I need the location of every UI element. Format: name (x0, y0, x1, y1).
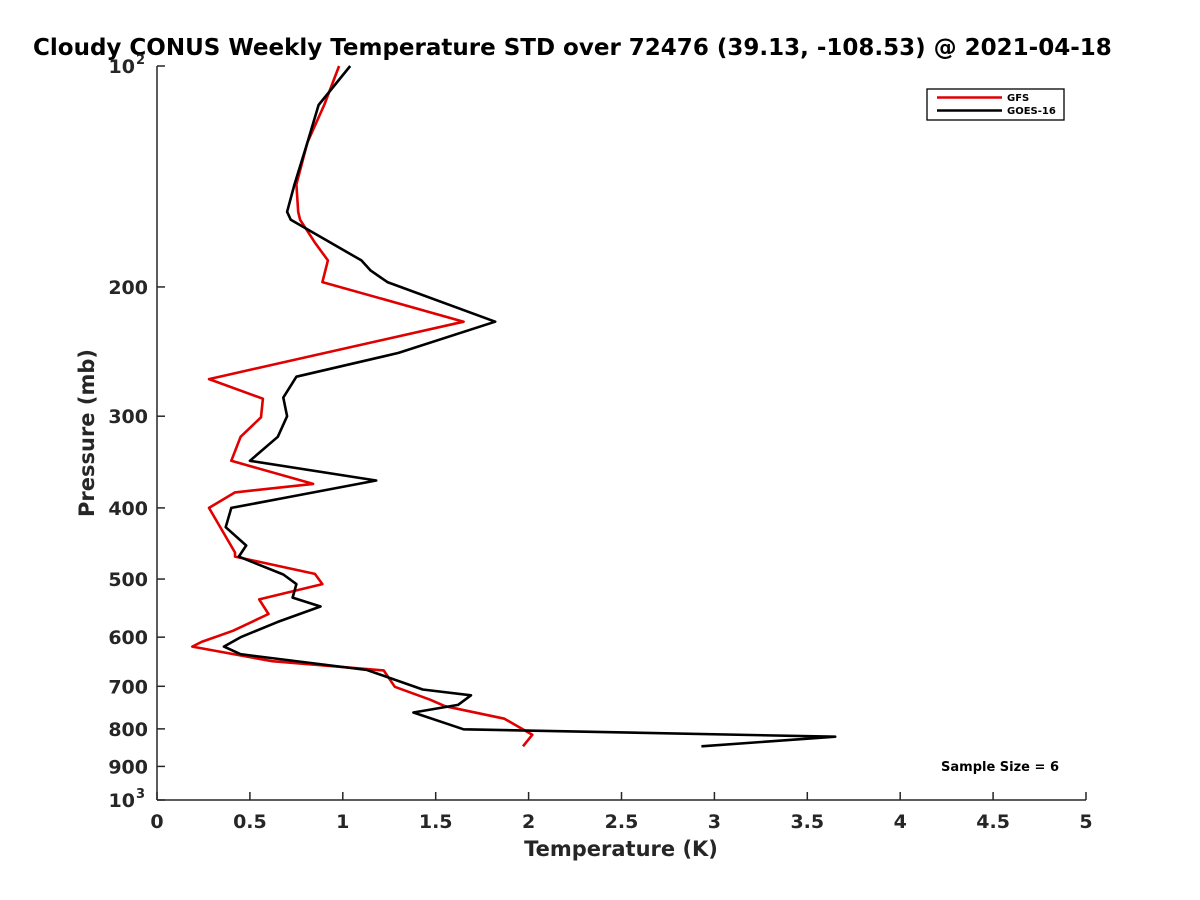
x-tick-label: 5 (1079, 811, 1092, 833)
sample-size-annotation: Sample Size = 6 (941, 760, 1059, 775)
x-tick-label: 4 (894, 811, 907, 833)
x-tick-label: 2 (522, 811, 535, 833)
x-tick-label: 3.5 (790, 811, 824, 833)
x-tick-label: 1 (336, 811, 349, 833)
y-tick-label: 10 (109, 790, 135, 812)
plot-area (157, 66, 1086, 800)
y-tick-label: 10 (109, 56, 135, 78)
y-tick-label: 500 (108, 569, 148, 591)
legend: GFS GOES-16 (926, 88, 1065, 121)
y-tick-label: 400 (108, 498, 148, 520)
y-tick-label: 300 (108, 406, 148, 428)
x-tick-label: 2.5 (605, 811, 639, 833)
series-lines (191, 65, 837, 748)
legend-label-gfs: GFS (1007, 93, 1029, 104)
y-tick-exponent: 2 (136, 53, 145, 68)
y-tick-label: 600 (108, 627, 148, 649)
y-tick-label: 800 (108, 719, 148, 741)
x-tick-label: 0 (150, 811, 163, 833)
y-tick-label: 700 (108, 676, 148, 698)
y-tick-label: 200 (108, 277, 148, 299)
chart-title: Cloudy CONUS Weekly Temperature STD over… (33, 35, 1112, 61)
x-axis-ticks: 0 0.5 1 1.5 2 2.5 3 3.5 4 4.5 5 (150, 792, 1093, 833)
y-tick-exponent: 3 (136, 787, 145, 802)
y-axis-label: Pressure (mb) (75, 349, 99, 517)
x-tick-label: 4.5 (976, 811, 1010, 833)
x-tick-label: 3 (708, 811, 721, 833)
series-line-goes-16 (222, 65, 837, 748)
x-tick-label: 1.5 (419, 811, 453, 833)
x-tick-label: 0.5 (233, 811, 267, 833)
legend-box (926, 88, 1065, 121)
y-tick-label: 900 (108, 756, 148, 778)
x-axis-label: Temperature (K) (524, 837, 718, 861)
legend-label-goes-16: GOES-16 (1007, 106, 1056, 117)
